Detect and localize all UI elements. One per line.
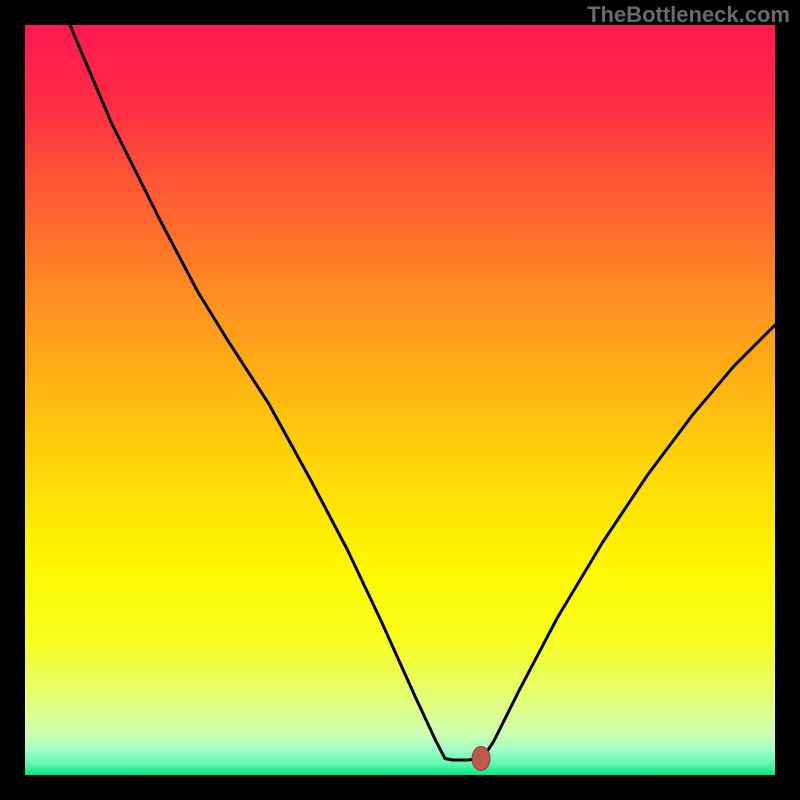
watermark-text: TheBottleneck.com xyxy=(587,2,790,28)
chart-svg xyxy=(25,25,775,775)
plot-area xyxy=(25,25,775,775)
chart-frame: TheBottleneck.com xyxy=(0,0,800,800)
optimal-point-marker xyxy=(472,747,490,771)
